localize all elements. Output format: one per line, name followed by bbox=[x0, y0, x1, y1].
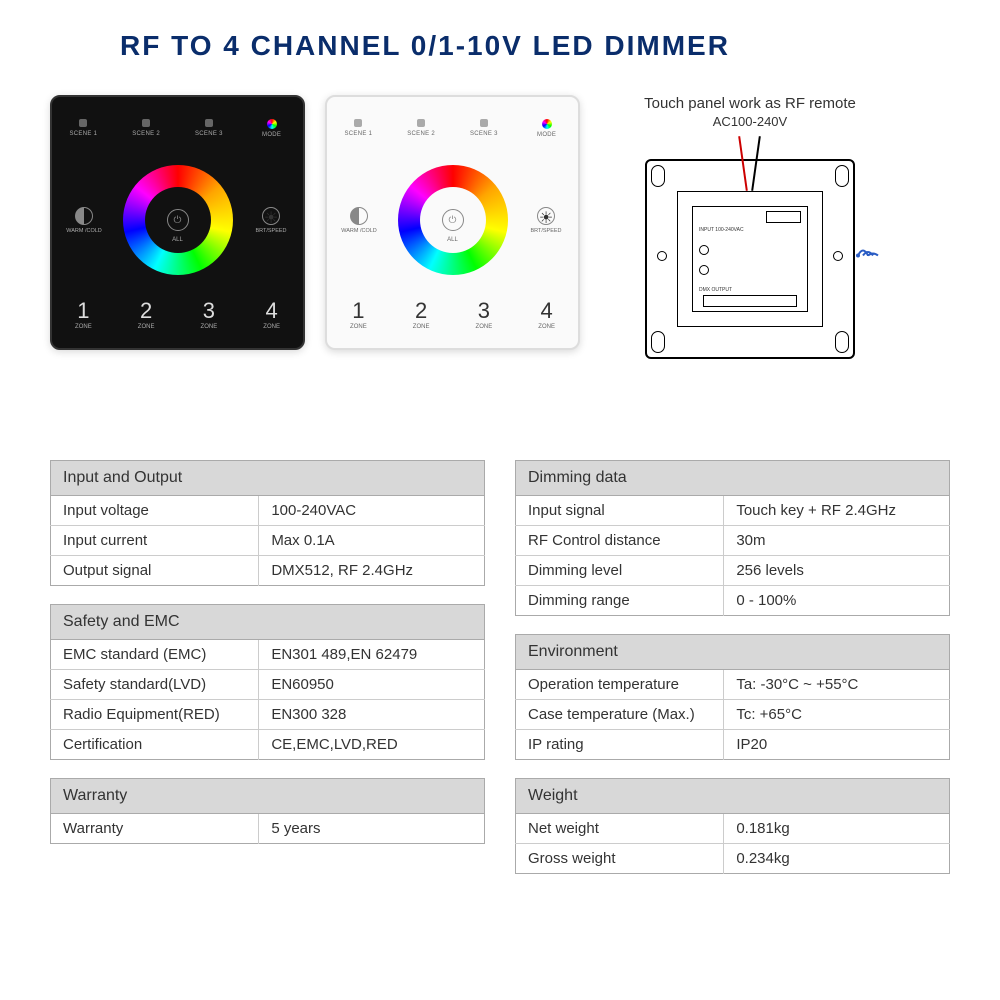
screw-icon bbox=[657, 251, 667, 261]
mount-slot bbox=[835, 165, 849, 187]
mount-slot bbox=[835, 331, 849, 353]
spec-col-left: Input and Output Input voltage100-240VAC… bbox=[50, 460, 485, 892]
table-header: Dimming data bbox=[516, 461, 950, 496]
scene2-button[interactable]: SCENE 2 bbox=[401, 119, 441, 138]
table-row: Input currentMax 0.1A bbox=[51, 526, 485, 556]
table-header: Weight bbox=[516, 779, 950, 814]
product-images-row: SCENE 1 SCENE 2 SCENE 3 MODE ⏻ ALL WARM … bbox=[50, 95, 900, 359]
wire-live bbox=[738, 136, 748, 191]
zone-2[interactable]: 2ZONE bbox=[138, 298, 155, 330]
table-row: EMC standard (EMC)EN301 489,EN 62479 bbox=[51, 640, 485, 670]
wiring-title: Touch panel work as RF remote bbox=[600, 95, 900, 112]
table-row: RF Control distance30m bbox=[516, 526, 950, 556]
table-row: Net weight0.181kg bbox=[516, 814, 950, 844]
table-row: Safety standard(LVD)EN60950 bbox=[51, 670, 485, 700]
all-label: ALL bbox=[447, 237, 458, 243]
table-warranty: Warranty Warranty5 years bbox=[50, 778, 485, 844]
table-row: Dimming level256 levels bbox=[516, 556, 950, 586]
table-row: Warranty5 years bbox=[51, 814, 485, 844]
zone-4[interactable]: 4ZONE bbox=[538, 298, 555, 330]
dmx-terminal bbox=[703, 295, 797, 307]
wiring-diagram: Touch panel work as RF remote AC100-240V… bbox=[600, 95, 900, 359]
zone-1[interactable]: 1ZONE bbox=[75, 298, 92, 330]
table-row: Gross weight0.234kg bbox=[516, 844, 950, 874]
table-row: Dimming range0 - 100% bbox=[516, 586, 950, 616]
table-env: Environment Operation temperatureTa: -30… bbox=[515, 634, 950, 760]
table-header: Input and Output bbox=[51, 461, 485, 496]
scene3-button[interactable]: SCENE 3 bbox=[464, 119, 504, 138]
wiring-pcb: INPUT 100-240VAC DMX OUTPUT bbox=[692, 206, 808, 312]
brt-speed-button[interactable]: ☀BRT/SPEED bbox=[526, 207, 566, 234]
mode-button[interactable]: MODE bbox=[252, 119, 292, 138]
table-row: Output signalDMX512, RF 2.4GHz bbox=[51, 556, 485, 586]
page-title: RF TO 4 CHANNEL 0/1-10V LED DIMMER bbox=[120, 30, 730, 62]
scene2-button[interactable]: SCENE 2 bbox=[126, 119, 166, 138]
screw-icon bbox=[699, 245, 709, 255]
warm-cold-button[interactable]: WARM /COLD bbox=[339, 207, 379, 234]
table-row: IP ratingIP20 bbox=[516, 730, 950, 760]
scene3-button[interactable]: SCENE 3 bbox=[189, 119, 229, 138]
scene1-button[interactable]: SCENE 1 bbox=[338, 119, 378, 138]
table-row: Input voltage100-240VAC bbox=[51, 496, 485, 526]
wire-neutral bbox=[751, 136, 761, 191]
table-row: CertificationCE,EMC,LVD,RED bbox=[51, 730, 485, 760]
terminal-block bbox=[766, 211, 801, 223]
screw-icon bbox=[699, 265, 709, 275]
zone-1[interactable]: 1ZONE bbox=[350, 298, 367, 330]
mode-button[interactable]: MODE bbox=[527, 119, 567, 138]
rf-waves-icon bbox=[853, 241, 883, 278]
spec-tables: Input and Output Input voltage100-240VAC… bbox=[50, 460, 950, 892]
zone-3[interactable]: 3ZONE bbox=[201, 298, 218, 330]
table-row: Input signalTouch key + RF 2.4GHz bbox=[516, 496, 950, 526]
wiring-ac-label: AC100-240V bbox=[600, 114, 900, 129]
table-dimming: Dimming data Input signalTouch key + RF … bbox=[515, 460, 950, 616]
table-weight: Weight Net weight0.181kg Gross weight0.2… bbox=[515, 778, 950, 874]
spec-col-right: Dimming data Input signalTouch key + RF … bbox=[515, 460, 950, 892]
wiring-box: INPUT 100-240VAC DMX OUTPUT bbox=[645, 159, 855, 359]
input-label: INPUT 100-240VAC bbox=[699, 227, 744, 233]
table-row: Case temperature (Max.)Tc: +65°C bbox=[516, 700, 950, 730]
mount-slot bbox=[651, 331, 665, 353]
all-label: ALL bbox=[172, 237, 183, 243]
table-row: Radio Equipment(RED)EN300 328 bbox=[51, 700, 485, 730]
brt-speed-button[interactable]: ☀BRT/SPEED bbox=[251, 207, 291, 234]
table-header: Safety and EMC bbox=[51, 605, 485, 640]
power-button[interactable]: ⏻ bbox=[442, 209, 464, 231]
table-row: Operation temperatureTa: -30°C ~ +55°C bbox=[516, 670, 950, 700]
table-io: Input and Output Input voltage100-240VAC… bbox=[50, 460, 485, 586]
table-header: Warranty bbox=[51, 779, 485, 814]
zone-4[interactable]: 4ZONE bbox=[263, 298, 280, 330]
power-button[interactable]: ⏻ bbox=[167, 209, 189, 231]
dmx-label: DMX OUTPUT bbox=[699, 287, 732, 293]
touch-panel-white: SCENE 1 SCENE 2 SCENE 3 MODE ⏻ ALL WARM … bbox=[325, 95, 580, 350]
screw-icon bbox=[833, 251, 843, 261]
zone-3[interactable]: 3ZONE bbox=[476, 298, 493, 330]
table-header: Environment bbox=[516, 635, 950, 670]
scene1-button[interactable]: SCENE 1 bbox=[63, 119, 103, 138]
touch-panel-black: SCENE 1 SCENE 2 SCENE 3 MODE ⏻ ALL WARM … bbox=[50, 95, 305, 350]
table-safety: Safety and EMC EMC standard (EMC)EN301 4… bbox=[50, 604, 485, 760]
warm-cold-button[interactable]: WARM /COLD bbox=[64, 207, 104, 234]
mount-slot bbox=[651, 165, 665, 187]
zone-2[interactable]: 2ZONE bbox=[413, 298, 430, 330]
